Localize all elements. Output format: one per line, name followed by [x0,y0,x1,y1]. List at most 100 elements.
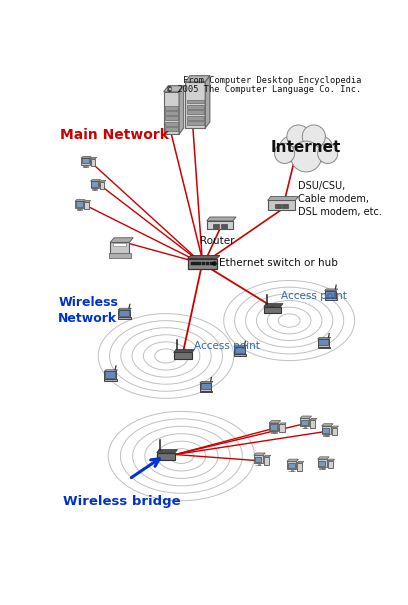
FancyBboxPatch shape [187,121,204,125]
FancyBboxPatch shape [185,82,205,128]
FancyBboxPatch shape [195,263,197,266]
Polygon shape [174,350,195,353]
FancyBboxPatch shape [187,100,204,103]
FancyBboxPatch shape [234,355,246,356]
FancyBboxPatch shape [319,468,325,469]
FancyBboxPatch shape [257,464,260,465]
Text: DSU/CSU,
Cable modem,
DSL modem, etc.: DSU/CSU, Cable modem, DSL modem, etc. [298,181,382,217]
FancyBboxPatch shape [275,204,281,208]
FancyBboxPatch shape [93,188,95,189]
FancyBboxPatch shape [76,201,83,206]
Polygon shape [75,200,85,201]
Circle shape [307,136,333,162]
FancyBboxPatch shape [310,420,315,428]
Polygon shape [318,457,329,459]
FancyBboxPatch shape [188,258,217,269]
FancyBboxPatch shape [301,420,308,425]
FancyBboxPatch shape [325,298,337,299]
FancyBboxPatch shape [165,122,177,126]
Polygon shape [104,370,118,371]
FancyBboxPatch shape [119,310,129,316]
FancyBboxPatch shape [328,460,333,468]
FancyBboxPatch shape [200,391,212,392]
FancyBboxPatch shape [187,105,204,109]
FancyBboxPatch shape [279,425,284,432]
FancyBboxPatch shape [235,347,244,353]
Polygon shape [81,157,91,158]
FancyBboxPatch shape [318,460,325,466]
Circle shape [287,125,310,148]
FancyBboxPatch shape [322,428,329,433]
Polygon shape [297,462,304,463]
FancyBboxPatch shape [332,428,337,435]
FancyBboxPatch shape [254,456,263,463]
FancyBboxPatch shape [78,208,80,210]
Polygon shape [310,418,317,420]
FancyBboxPatch shape [113,243,126,246]
Polygon shape [269,420,281,423]
Polygon shape [318,338,331,339]
FancyBboxPatch shape [91,181,98,186]
FancyBboxPatch shape [297,463,302,471]
Polygon shape [84,200,91,202]
FancyBboxPatch shape [165,106,177,110]
FancyBboxPatch shape [198,263,202,266]
FancyBboxPatch shape [269,423,278,431]
FancyBboxPatch shape [105,371,115,378]
FancyBboxPatch shape [104,379,117,381]
FancyBboxPatch shape [325,434,328,436]
Polygon shape [300,416,312,418]
FancyBboxPatch shape [325,290,335,296]
Circle shape [279,136,305,162]
Polygon shape [332,426,339,428]
FancyBboxPatch shape [268,200,295,210]
FancyBboxPatch shape [75,201,84,208]
FancyBboxPatch shape [322,426,331,434]
FancyBboxPatch shape [207,221,233,229]
Polygon shape [254,453,265,456]
FancyBboxPatch shape [318,347,330,348]
Polygon shape [279,423,286,425]
Circle shape [291,141,322,172]
FancyBboxPatch shape [264,457,269,465]
FancyBboxPatch shape [318,459,327,467]
FancyBboxPatch shape [255,457,262,462]
Polygon shape [328,459,335,460]
Text: From Computer Desktop Encyclopedia: From Computer Desktop Encyclopedia [183,76,361,85]
FancyBboxPatch shape [318,339,329,347]
Circle shape [302,125,325,148]
FancyBboxPatch shape [273,431,275,433]
FancyBboxPatch shape [323,435,329,436]
Polygon shape [205,76,210,128]
FancyBboxPatch shape [84,165,86,166]
FancyBboxPatch shape [174,353,192,359]
Polygon shape [185,76,210,82]
FancyBboxPatch shape [157,453,175,460]
Polygon shape [100,180,106,182]
Text: Access point: Access point [194,341,259,352]
Circle shape [213,261,216,266]
FancyBboxPatch shape [187,116,204,120]
FancyBboxPatch shape [82,158,89,163]
FancyBboxPatch shape [287,462,296,469]
FancyBboxPatch shape [165,127,177,131]
FancyBboxPatch shape [100,182,104,189]
FancyBboxPatch shape [202,263,205,266]
FancyBboxPatch shape [206,263,209,266]
Polygon shape [268,197,298,200]
FancyBboxPatch shape [165,111,177,115]
Polygon shape [207,217,236,221]
FancyBboxPatch shape [109,253,131,258]
FancyBboxPatch shape [165,117,177,120]
Text: Wireless
Network: Wireless Network [58,296,118,325]
FancyBboxPatch shape [270,425,277,430]
Text: Internet: Internet [271,140,341,155]
Polygon shape [200,381,213,383]
FancyBboxPatch shape [271,432,277,433]
Text: © 2005 The Computer Language Co. Inc.: © 2005 The Computer Language Co. Inc. [167,85,361,94]
FancyBboxPatch shape [187,110,204,114]
Polygon shape [179,86,184,134]
FancyBboxPatch shape [291,470,293,471]
FancyBboxPatch shape [200,383,211,391]
FancyBboxPatch shape [304,427,306,428]
